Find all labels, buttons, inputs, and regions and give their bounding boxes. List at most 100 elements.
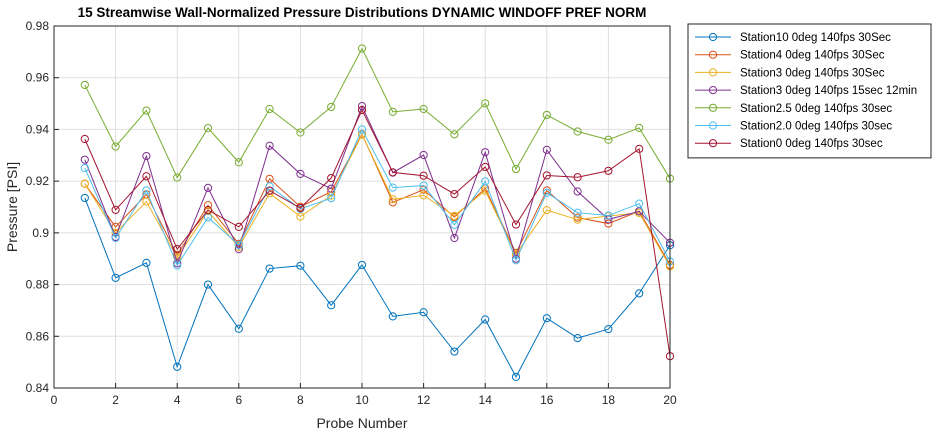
data-point bbox=[265, 182, 274, 191]
series-line bbox=[84, 47, 671, 179]
x-axis-label: Probe Number bbox=[316, 415, 407, 431]
data-point bbox=[604, 135, 613, 144]
data-point bbox=[450, 233, 459, 243]
data-point bbox=[234, 158, 243, 167]
legend-label: Station10 0deg 140fps 30Sec bbox=[740, 32, 891, 44]
legend-label: Station3 0deg 140fps 30Sec bbox=[740, 67, 885, 79]
data-point bbox=[604, 211, 613, 220]
data-point bbox=[142, 258, 151, 267]
data-point bbox=[481, 315, 490, 324]
data-point bbox=[296, 169, 305, 179]
legend-swatch-marker bbox=[708, 121, 718, 130]
data-point bbox=[357, 260, 367, 270]
data-point bbox=[419, 150, 428, 160]
series-5 bbox=[80, 44, 675, 183]
data-point bbox=[573, 213, 582, 222]
legend-label: Station4 0deg 140fps 30Sec bbox=[740, 50, 885, 62]
data-point bbox=[388, 183, 397, 192]
data-point bbox=[111, 273, 120, 282]
data-point bbox=[573, 127, 582, 136]
x-tick-label: 2 bbox=[112, 393, 119, 407]
data-point bbox=[604, 166, 613, 175]
data-point bbox=[388, 312, 397, 321]
data-point bbox=[357, 130, 367, 139]
data-point bbox=[111, 205, 120, 214]
y-tick-label: 0.94 bbox=[26, 122, 50, 136]
data-point bbox=[419, 308, 428, 317]
data-point bbox=[142, 172, 151, 181]
y-tick-label: 0.92 bbox=[26, 174, 50, 188]
data-point bbox=[542, 188, 551, 197]
legend-swatch-marker bbox=[708, 103, 718, 112]
data-point bbox=[80, 193, 89, 203]
data-point bbox=[142, 151, 151, 161]
data-point bbox=[573, 187, 582, 196]
data-point bbox=[450, 130, 459, 139]
y-tick-label: 0.96 bbox=[26, 71, 50, 85]
legend-item: Station0 0deg 140fps 30sec bbox=[695, 138, 883, 150]
data-point bbox=[327, 102, 336, 112]
data-point bbox=[80, 179, 89, 188]
data-point bbox=[635, 144, 644, 153]
data-point bbox=[419, 104, 428, 114]
grid-lines bbox=[53, 25, 671, 389]
x-tick-label: 16 bbox=[540, 393, 554, 407]
data-point bbox=[234, 240, 243, 250]
data-point bbox=[357, 105, 367, 115]
data-point bbox=[573, 173, 582, 182]
data-point bbox=[604, 324, 613, 334]
tick-labels: 0 2 4 6 8 10 12 14 16 18 20 0.84 0.86 0.88 0.9 0.92 0.94… bbox=[26, 19, 677, 407]
series-line bbox=[84, 104, 671, 265]
data-point bbox=[511, 164, 521, 174]
legend-label: Station2.5 0deg 140fps 30sec bbox=[740, 103, 892, 115]
legend: Station10 0deg 140fps 30Sec Station4 0deg… bbox=[687, 23, 932, 159]
data-point bbox=[542, 206, 551, 215]
x-tick-label: 6 bbox=[235, 393, 242, 407]
x-tick-label: 10 bbox=[355, 393, 369, 407]
data-point bbox=[357, 44, 367, 53]
data-point bbox=[481, 177, 490, 186]
data-point bbox=[327, 173, 336, 183]
data-point bbox=[111, 233, 120, 243]
series-7 bbox=[80, 105, 675, 361]
chart-title: 15 Streamwise Wall-Normalized Pressure D… bbox=[78, 5, 647, 20]
data-point bbox=[388, 168, 397, 177]
data-point bbox=[173, 261, 182, 270]
data-point bbox=[573, 208, 582, 217]
series-6 bbox=[80, 125, 675, 270]
data-point bbox=[481, 162, 490, 172]
data-point bbox=[173, 245, 182, 254]
data-point bbox=[234, 324, 243, 333]
data-point bbox=[635, 123, 644, 132]
data-point bbox=[111, 142, 120, 151]
data-point bbox=[173, 259, 182, 268]
data-point bbox=[80, 80, 89, 90]
data-point bbox=[511, 220, 521, 229]
series-line bbox=[84, 132, 671, 266]
data-point bbox=[265, 264, 274, 273]
data-point bbox=[142, 197, 151, 206]
data-point bbox=[327, 184, 336, 193]
legend-item: Station4 0deg 140fps 30Sec bbox=[695, 50, 885, 62]
series-line bbox=[84, 128, 671, 267]
data-point bbox=[419, 171, 428, 180]
y-axis-label: Pressure [PSI] bbox=[4, 162, 20, 252]
data-point bbox=[203, 183, 213, 192]
data-point bbox=[388, 107, 397, 116]
legend-label: Station2.0 0deg 140fps 30sec bbox=[740, 121, 892, 133]
data-point bbox=[80, 134, 89, 144]
legend-label: Station3 0deg 140fps 15sec 12min bbox=[740, 85, 917, 97]
data-point bbox=[203, 206, 213, 215]
series-group bbox=[80, 44, 675, 381]
y-tick-label: 0.84 bbox=[26, 381, 50, 395]
data-point bbox=[296, 261, 305, 270]
data-point bbox=[542, 145, 551, 154]
legend-item: Station2.0 0deg 140fps 30sec bbox=[695, 121, 892, 133]
x-tick-label: 4 bbox=[174, 393, 181, 407]
data-point bbox=[481, 99, 490, 108]
x-tick-label: 20 bbox=[663, 393, 677, 407]
data-point bbox=[327, 301, 336, 310]
series-4 bbox=[80, 102, 675, 268]
legend-swatch-marker bbox=[708, 32, 718, 42]
